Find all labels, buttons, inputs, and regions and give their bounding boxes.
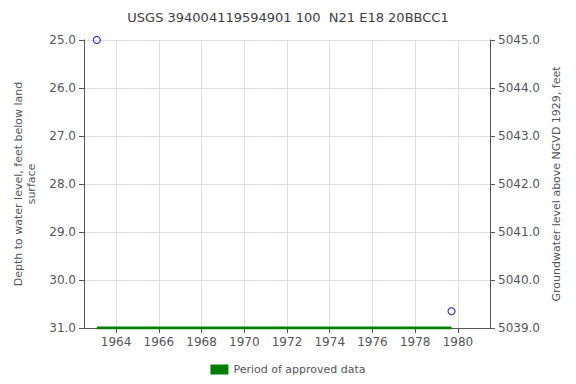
svg-text:USGS 394004119594901 100 N21: USGS 394004119594901 100 N21 E18 20BBCC1	[127, 10, 448, 25]
svg-text:5042.0: 5042.0	[498, 177, 540, 191]
svg-text:5039.0: 5039.0	[498, 321, 540, 335]
svg-text:30.0: 30.0	[49, 273, 76, 287]
svg-text:Depth to water level, feet bel: Depth to water level, feet below land	[12, 82, 25, 287]
svg-text:25.0: 25.0	[49, 33, 76, 47]
svg-text:1974: 1974	[314, 335, 345, 349]
svg-text:1968: 1968	[186, 335, 217, 349]
svg-text:5043.0: 5043.0	[498, 129, 540, 143]
svg-text:Groundwater level above NGVD 1: Groundwater level above NGVD 1929, feet	[550, 66, 563, 302]
svg-text:5041.0: 5041.0	[498, 225, 540, 239]
svg-text:5044.0: 5044.0	[498, 81, 540, 95]
svg-text:1966: 1966	[144, 335, 175, 349]
svg-text:5045.0: 5045.0	[498, 33, 540, 47]
svg-text:Period of approved data: Period of approved data	[233, 363, 365, 376]
svg-text:1980: 1980	[443, 335, 474, 349]
svg-text:31.0: 31.0	[49, 321, 76, 335]
svg-text:5040.0: 5040.0	[498, 273, 540, 287]
svg-text:surface: surface	[25, 163, 38, 204]
svg-text:29.0: 29.0	[49, 225, 76, 239]
svg-text:26.0: 26.0	[49, 81, 76, 95]
svg-text:1964: 1964	[101, 335, 132, 349]
svg-text:1972: 1972	[272, 335, 303, 349]
svg-text:1976: 1976	[357, 335, 388, 349]
svg-text:1978: 1978	[400, 335, 431, 349]
svg-text:1970: 1970	[229, 335, 260, 349]
svg-text:27.0: 27.0	[49, 129, 76, 143]
svg-text:28.0: 28.0	[49, 177, 76, 191]
